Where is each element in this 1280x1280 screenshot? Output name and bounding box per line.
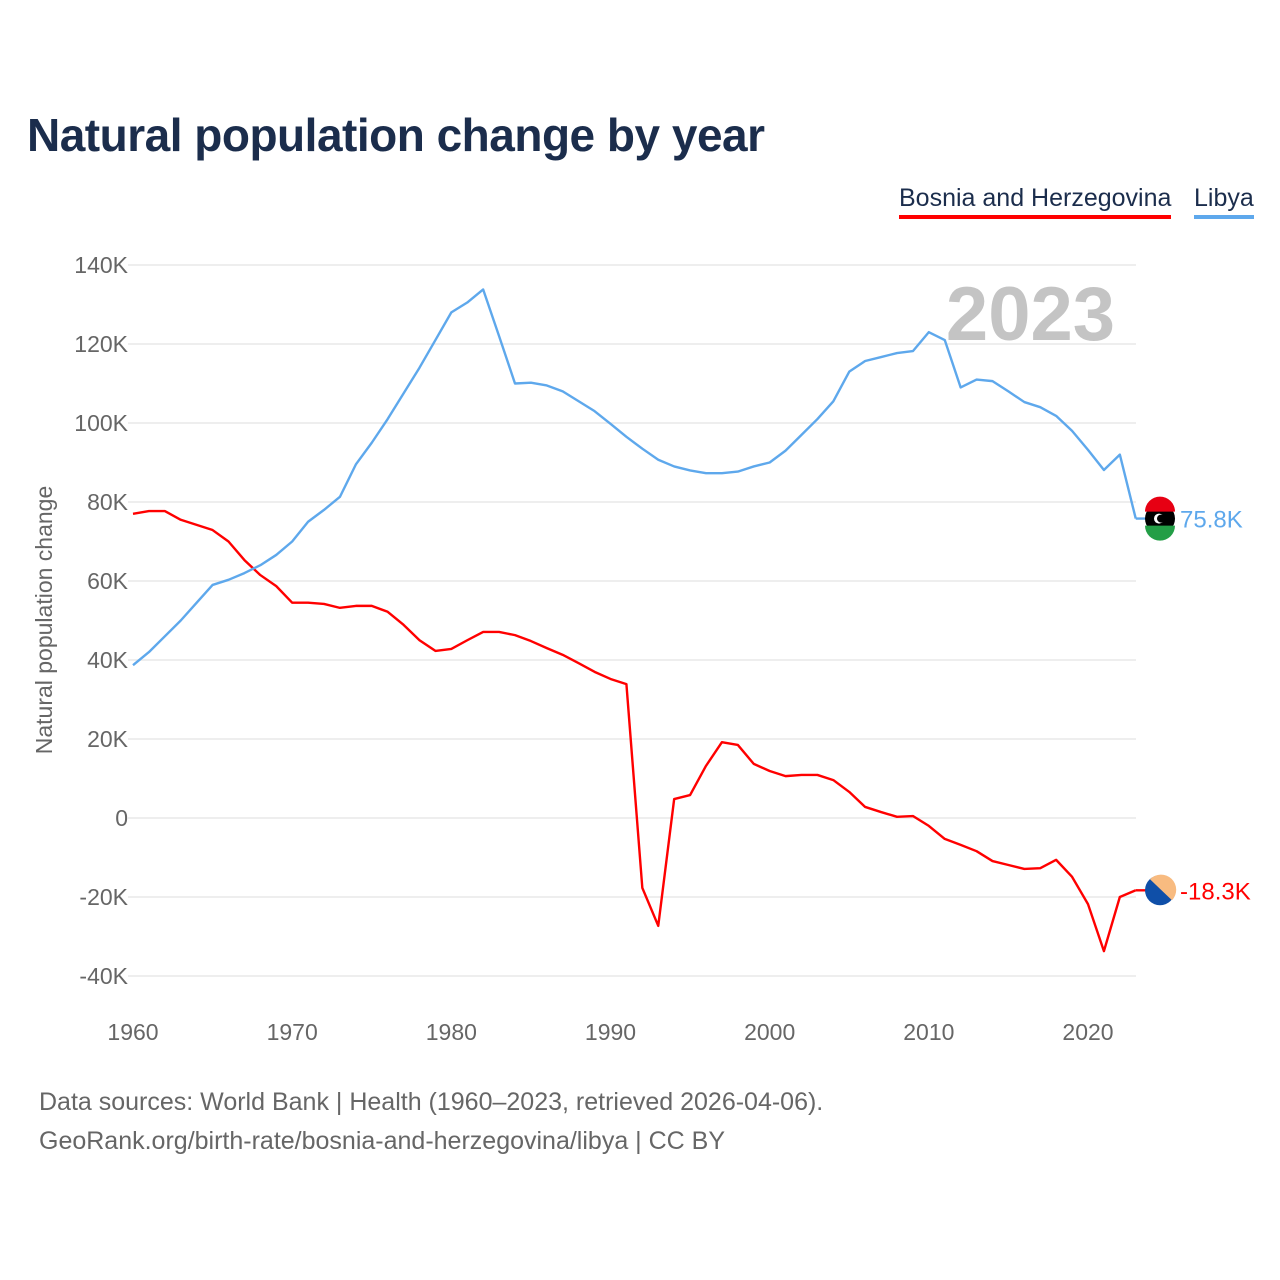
x-tick-label: 1980 xyxy=(426,1019,477,1045)
y-tick-label: -40K xyxy=(79,963,128,989)
y-tick-label: 40K xyxy=(87,647,129,673)
y-tick-label: 60K xyxy=(87,568,129,594)
legend-item-libya[interactable]: Libya xyxy=(1194,184,1254,219)
x-tick-label: 2000 xyxy=(744,1019,795,1045)
series-line-libya xyxy=(132,288,1137,667)
flag-green xyxy=(1145,525,1175,541)
libya-flag-icon xyxy=(1145,496,1175,541)
year-watermark: 2023 xyxy=(946,272,1115,357)
bosnia-flag-icon xyxy=(1145,874,1177,906)
x-tick-label: 1960 xyxy=(107,1019,158,1045)
series-line-bosnia xyxy=(132,509,1137,953)
x-tick-label: 2010 xyxy=(903,1019,954,1045)
legend-item-bosnia[interactable]: Bosnia and Herzegovina xyxy=(899,184,1172,219)
y-tick-label: 120K xyxy=(74,331,128,357)
x-tick-label: 1970 xyxy=(267,1019,318,1045)
y-tick-label: 140K xyxy=(74,252,128,278)
flag-red xyxy=(1145,496,1175,512)
end-value-label: -18.3K xyxy=(1180,878,1251,905)
y-tick-label: -20K xyxy=(79,884,128,910)
source-text: Data sources: World Bank | Health (1960–… xyxy=(39,1088,824,1116)
source-link[interactable]: GeoRank.org/birth-rate/bosnia-and-herzeg… xyxy=(39,1127,726,1155)
crescent-cut xyxy=(1157,514,1165,523)
y-axis-label: Natural population change xyxy=(31,486,57,755)
end-value-label: 75.8K xyxy=(1180,507,1243,534)
y-tick-label: 20K xyxy=(87,726,129,752)
x-tick-label: 2020 xyxy=(1062,1019,1113,1045)
y-tick-label: 0 xyxy=(115,805,128,831)
y-tick-label: 80K xyxy=(87,489,129,515)
flag-triangle xyxy=(1150,874,1177,901)
chart-title: Natural population change by year xyxy=(27,109,765,161)
x-tick-label: 1990 xyxy=(585,1019,636,1045)
y-tick-label: 100K xyxy=(74,410,128,436)
